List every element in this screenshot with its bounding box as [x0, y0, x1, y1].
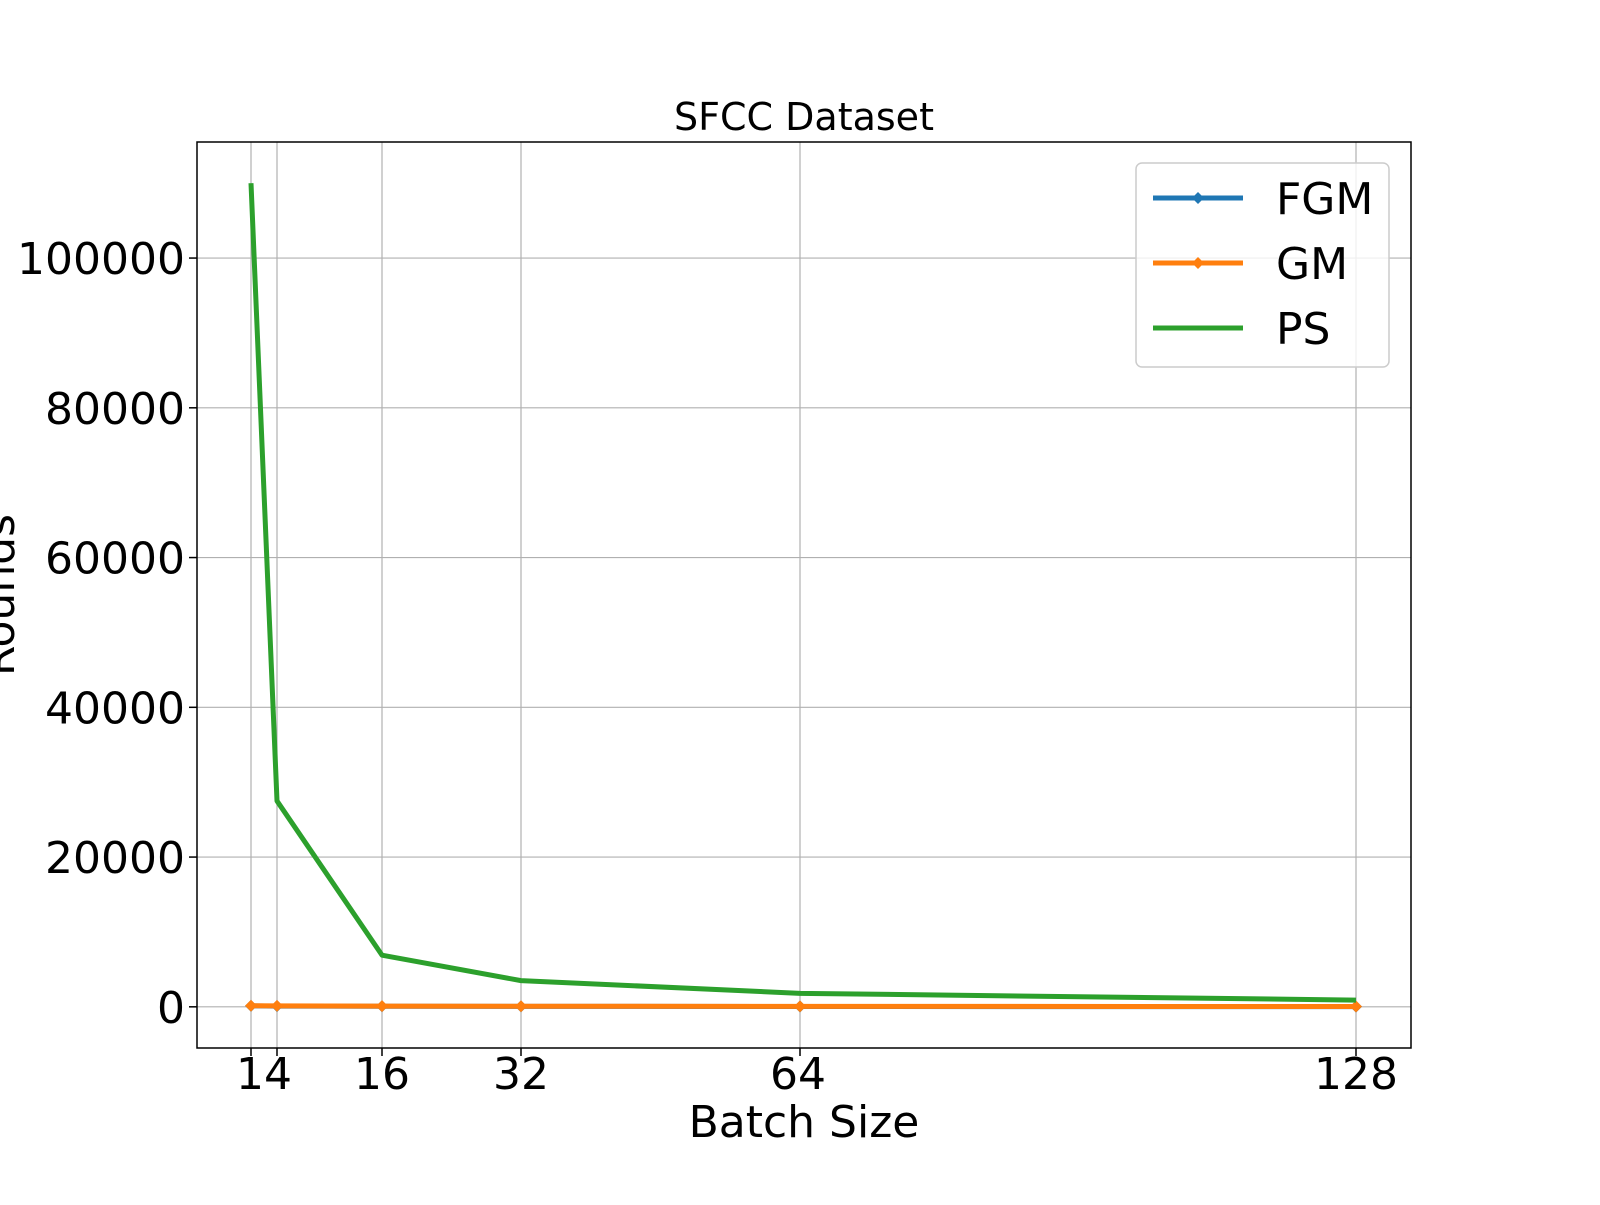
legend-label-fgm: FGM [1276, 174, 1373, 225]
y-tick-label-1: 20000 [45, 833, 185, 884]
y-axis-ticks: 0 20000 40000 60000 80000 100000 [17, 234, 197, 1034]
plot-frame [196, 141, 1412, 1049]
legend: FGM GM PS [1135, 162, 1390, 368]
series-line-ps [248, 183, 1357, 1003]
legend-frame [1135, 162, 1390, 368]
y-tick-label-5: 100000 [17, 234, 185, 285]
point-gm-1 [271, 999, 283, 1012]
y-tick-label-2: 40000 [45, 683, 185, 734]
x-tick-label-2: 32 [493, 1049, 549, 1100]
y-axis-label: Rounds [0, 514, 25, 676]
x-axis-ticks: 14 16 32 64 128 [236, 1048, 1398, 1100]
x-tick-label-0: 14 [236, 1049, 292, 1100]
point-gm-0 [245, 999, 257, 1012]
legend-label-ps: PS [1276, 304, 1330, 355]
legend-marker-fgm [1192, 192, 1204, 204]
legend-marker-gm [1192, 257, 1204, 269]
chart-title: SFCC Dataset [674, 95, 934, 139]
x-axis-label: Batch Size [689, 1097, 920, 1148]
series-layer [245, 183, 1362, 1013]
y-tick-label-3: 60000 [45, 534, 185, 585]
point-gm-4 [794, 1000, 806, 1013]
x-tick-label-3: 64 [770, 1049, 826, 1100]
point-gm-3 [515, 1000, 527, 1013]
point-gm-2 [376, 1000, 388, 1013]
x-tick-label-1: 16 [354, 1049, 410, 1100]
point-gm-5 [1350, 1000, 1362, 1013]
y-tick-label-0: 0 [157, 983, 185, 1034]
x-tick-label-4: 128 [1314, 1049, 1398, 1100]
legend-label-gm: GM [1276, 239, 1348, 290]
y-tick-label-4: 80000 [45, 384, 185, 435]
